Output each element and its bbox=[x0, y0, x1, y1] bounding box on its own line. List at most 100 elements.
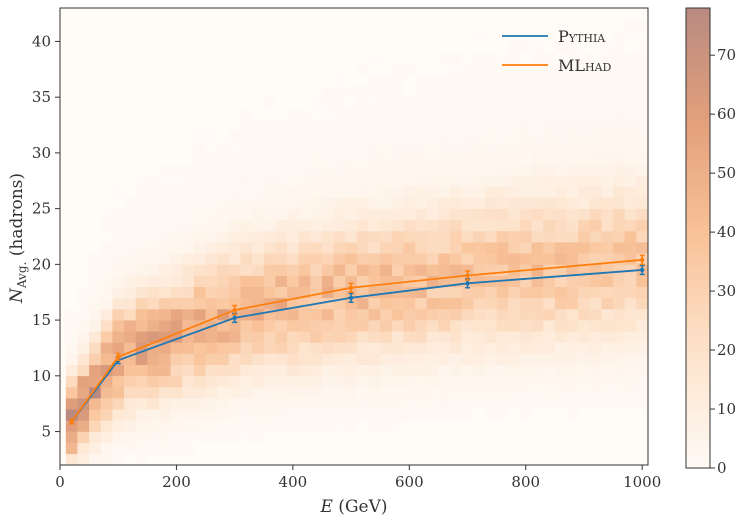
heatmap-cell bbox=[275, 275, 288, 287]
heatmap-cell bbox=[310, 141, 323, 154]
heatmap-cell bbox=[403, 230, 416, 243]
heatmap-cell bbox=[287, 164, 299, 176]
heatmap-cell bbox=[205, 164, 218, 176]
heatmap-cell bbox=[170, 353, 183, 365]
heatmap-cell bbox=[438, 331, 451, 343]
heatmap-cell bbox=[147, 175, 160, 187]
heatmap-cell bbox=[450, 364, 462, 377]
heatmap-cell bbox=[613, 230, 626, 243]
heatmap-cell bbox=[368, 152, 381, 165]
heatmap-cell bbox=[461, 152, 474, 165]
heatmap-cell bbox=[636, 108, 649, 120]
heatmap-cell bbox=[554, 308, 567, 321]
heatmap-cell bbox=[298, 342, 311, 354]
x-axis-label-unit: (GeV) bbox=[333, 497, 388, 517]
heatmap-cell bbox=[356, 353, 369, 365]
heatmap-cell bbox=[473, 320, 486, 332]
heatmap-cell bbox=[624, 197, 637, 209]
heatmap-cell bbox=[601, 52, 614, 65]
heatmap-cell bbox=[205, 297, 218, 310]
heatmap-cell bbox=[589, 297, 602, 310]
heatmap-cell bbox=[333, 409, 346, 421]
heatmap-cell bbox=[252, 275, 265, 287]
heatmap-cell bbox=[554, 242, 567, 254]
x-tick-label: 200 bbox=[162, 473, 191, 491]
heatmap-cell bbox=[124, 230, 136, 243]
heatmap-cell bbox=[345, 364, 358, 377]
heatmap-cell bbox=[461, 286, 474, 299]
heatmap-cell bbox=[415, 219, 428, 232]
heatmap-cell bbox=[543, 52, 556, 65]
heatmap-cell bbox=[391, 331, 404, 343]
heatmap-cell bbox=[426, 152, 439, 165]
heatmap-cell bbox=[182, 331, 195, 343]
heatmap-cell bbox=[112, 331, 125, 343]
heatmap-cell bbox=[554, 119, 567, 131]
heatmap-cell bbox=[147, 219, 160, 232]
heatmap-cell bbox=[531, 353, 544, 365]
heatmap-cell bbox=[333, 375, 346, 388]
heatmap-cell bbox=[356, 97, 369, 109]
heatmap-cell bbox=[450, 152, 462, 165]
heatmap-cell bbox=[298, 331, 311, 343]
heatmap-cell bbox=[496, 386, 509, 399]
heatmap-cell bbox=[124, 308, 136, 321]
heatmap-cell bbox=[147, 420, 160, 432]
heatmap-cell bbox=[566, 253, 579, 265]
heatmap-cell bbox=[473, 208, 486, 221]
heatmap-cell bbox=[589, 375, 602, 388]
heatmap-cell bbox=[298, 409, 311, 421]
heatmap-cells bbox=[65, 19, 649, 466]
heatmap-cell bbox=[484, 152, 497, 165]
heatmap-cell bbox=[508, 364, 521, 377]
heatmap-cell bbox=[135, 297, 148, 310]
heatmap-cell bbox=[554, 331, 567, 343]
heatmap-cell bbox=[391, 320, 404, 332]
heatmap-cell bbox=[426, 297, 439, 310]
heatmap-cell bbox=[345, 219, 358, 232]
heatmap-cell bbox=[112, 320, 125, 332]
heatmap-cell bbox=[298, 208, 311, 221]
heatmap-cell bbox=[543, 186, 556, 198]
heatmap-cell bbox=[543, 74, 556, 87]
heatmap-cell bbox=[275, 398, 288, 410]
heatmap-cell bbox=[89, 264, 102, 276]
heatmap-cell bbox=[403, 219, 416, 232]
heatmap-cell bbox=[636, 353, 649, 365]
y-tick-label: 10 bbox=[32, 367, 51, 385]
heatmap-cell bbox=[531, 275, 544, 287]
heatmap-cell bbox=[484, 342, 497, 354]
heatmap-cell bbox=[415, 130, 428, 143]
heatmap-cell bbox=[473, 152, 486, 165]
heatmap-cell bbox=[321, 197, 334, 209]
heatmap-cell bbox=[484, 320, 497, 332]
heatmap-cell bbox=[298, 186, 311, 198]
heatmap-cell bbox=[65, 420, 78, 432]
heatmap-cell bbox=[450, 219, 462, 232]
heatmap-cell bbox=[636, 320, 649, 332]
heatmap-cell bbox=[356, 398, 369, 410]
heatmap-cell bbox=[368, 230, 381, 243]
heatmap-cell bbox=[566, 130, 579, 143]
heatmap-cell bbox=[368, 386, 381, 399]
heatmap-cell bbox=[310, 331, 323, 343]
heatmap-cell bbox=[100, 297, 113, 310]
heatmap-cell bbox=[403, 286, 416, 299]
heatmap-cell bbox=[217, 342, 230, 354]
heatmap-cell bbox=[613, 320, 626, 332]
heatmap-cell bbox=[65, 453, 78, 466]
heatmap-cell bbox=[589, 398, 602, 410]
heatmap-cell bbox=[182, 420, 195, 432]
heatmap-cell bbox=[205, 275, 218, 287]
heatmap-cell bbox=[147, 264, 160, 276]
data-point-pythia bbox=[348, 295, 354, 301]
heatmap-cell bbox=[112, 219, 125, 232]
heatmap-cell bbox=[438, 175, 451, 187]
heatmap-cell bbox=[613, 130, 626, 143]
heatmap-cell bbox=[321, 420, 334, 432]
heatmap-cell bbox=[321, 208, 334, 221]
heatmap-cell bbox=[321, 297, 334, 310]
heatmap-cell bbox=[624, 186, 637, 198]
heatmap-cell bbox=[345, 253, 358, 265]
